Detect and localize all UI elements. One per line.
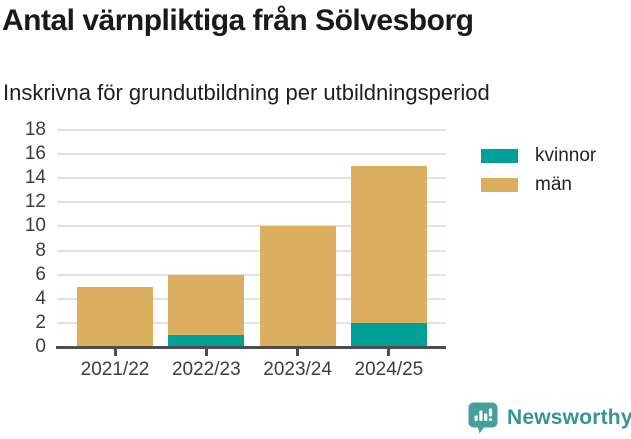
legend-swatch-kvinnor [481,149,518,163]
brand-logo: Newsworthy [468,402,631,434]
x-tick-label-2021/22: 2021/22 [80,359,150,380]
bar-segment-kvinnor-2024/25 [350,322,427,347]
x-tick-2024/25 [387,349,391,356]
gridline-18 [57,129,446,131]
y-tick-label-10: 10 [24,215,46,237]
gridline-10 [57,225,446,228]
bar-2023/24 [259,130,336,347]
gridline-4 [57,297,446,300]
legend-item-kvinnor: kvinnor [481,145,597,166]
chart-subtitle: Inskrivna för grundutbildning per utbild… [3,80,490,105]
bar-2024/25 [350,130,427,347]
x-axis-line [56,346,446,349]
newsworthy-icon [468,402,498,434]
gridline-6 [57,273,446,276]
legend-label-män: män [535,174,572,195]
bar-2021/22 [77,130,153,347]
bar-segment-män-2024/25 [350,166,427,323]
gridline-14 [57,177,446,180]
plot-area [57,130,446,347]
gridline-2 [57,321,446,324]
gridline-12 [57,201,446,204]
legend-item-män: män [481,174,596,195]
bar-2022/23 [168,130,245,347]
y-tick-label-8: 8 [35,239,46,261]
chart-title: Antal värnpliktiga från Sölvesborg [2,4,474,37]
bar-segment-män-2023/24 [259,226,336,347]
bar-segment-kvinnor-2022/23 [168,334,245,347]
legend-swatch-män [481,178,518,192]
x-tick-2021/22 [113,349,117,356]
y-tick-label-14: 14 [24,167,46,189]
y-tick-label-6: 6 [35,263,46,285]
legend-label-kvinnor: kvinnor [535,145,597,166]
x-tick-label-2024/25: 2024/25 [354,359,424,380]
y-tick-label-4: 4 [35,287,46,309]
y-tick-label-0: 0 [35,336,46,357]
x-tick-label-2023/24: 2023/24 [263,359,332,380]
gridline-16 [57,153,446,156]
gridline-8 [57,249,446,252]
y-tick-label-16: 16 [24,143,46,165]
brand-name: Newsworthy [507,406,631,429]
x-tick-2023/24 [296,349,300,356]
bar-segment-män-2021/22 [77,286,153,347]
legend: kvinnor män [481,145,597,204]
bar-segment-män-2022/23 [168,274,245,335]
x-tick-label-2022/23: 2022/23 [171,359,241,380]
x-tick-2022/23 [204,349,208,356]
y-tick-label-18: 18 [24,119,46,140]
y-tick-label-2: 2 [35,311,46,333]
y-tick-label-12: 12 [24,191,46,213]
